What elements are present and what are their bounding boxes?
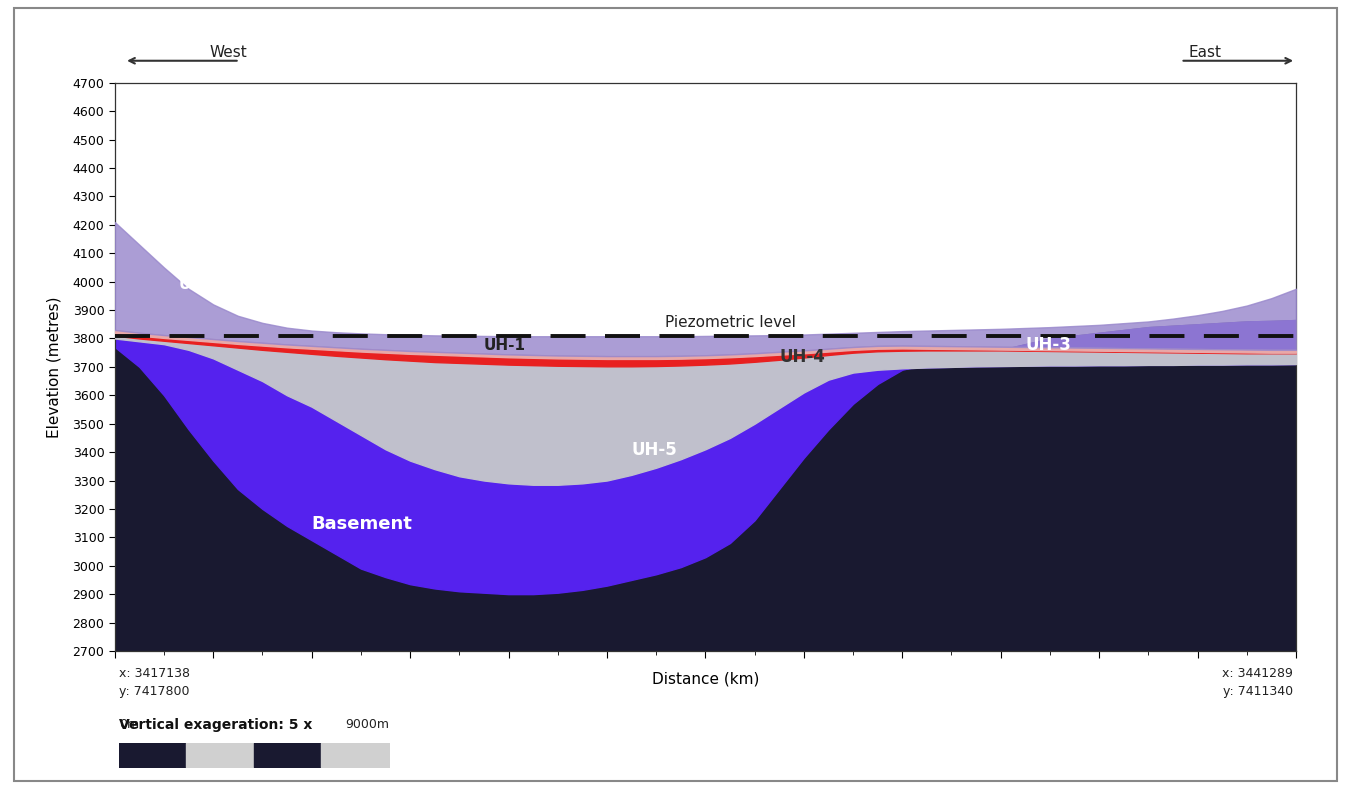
Text: Piezometric level: Piezometric level xyxy=(664,315,795,330)
Text: UH-4: UH-4 xyxy=(779,348,825,366)
Text: Vertical exageration: 5 x: Vertical exageration: 5 x xyxy=(119,718,312,732)
Text: 9000m: 9000m xyxy=(344,719,389,731)
Text: x: 3441289
y: 7411340: x: 3441289 y: 7411340 xyxy=(1223,667,1293,697)
Y-axis label: Elevation (metres): Elevation (metres) xyxy=(46,296,61,438)
Text: East: East xyxy=(1189,45,1222,60)
Text: West: West xyxy=(209,45,247,60)
Text: UH-2B: UH-2B xyxy=(178,264,232,279)
Text: UH-5: UH-5 xyxy=(632,441,678,459)
Text: 0m: 0m xyxy=(119,719,139,731)
Text: UH-3: UH-3 xyxy=(1025,336,1071,354)
Text: Basement: Basement xyxy=(312,514,413,533)
X-axis label: Distance (km): Distance (km) xyxy=(652,671,759,686)
Text: x: 3417138
y: 7417800: x: 3417138 y: 7417800 xyxy=(119,667,190,697)
Text: UH2C: UH2C xyxy=(178,277,225,292)
Text: UH-1: UH-1 xyxy=(483,338,526,353)
